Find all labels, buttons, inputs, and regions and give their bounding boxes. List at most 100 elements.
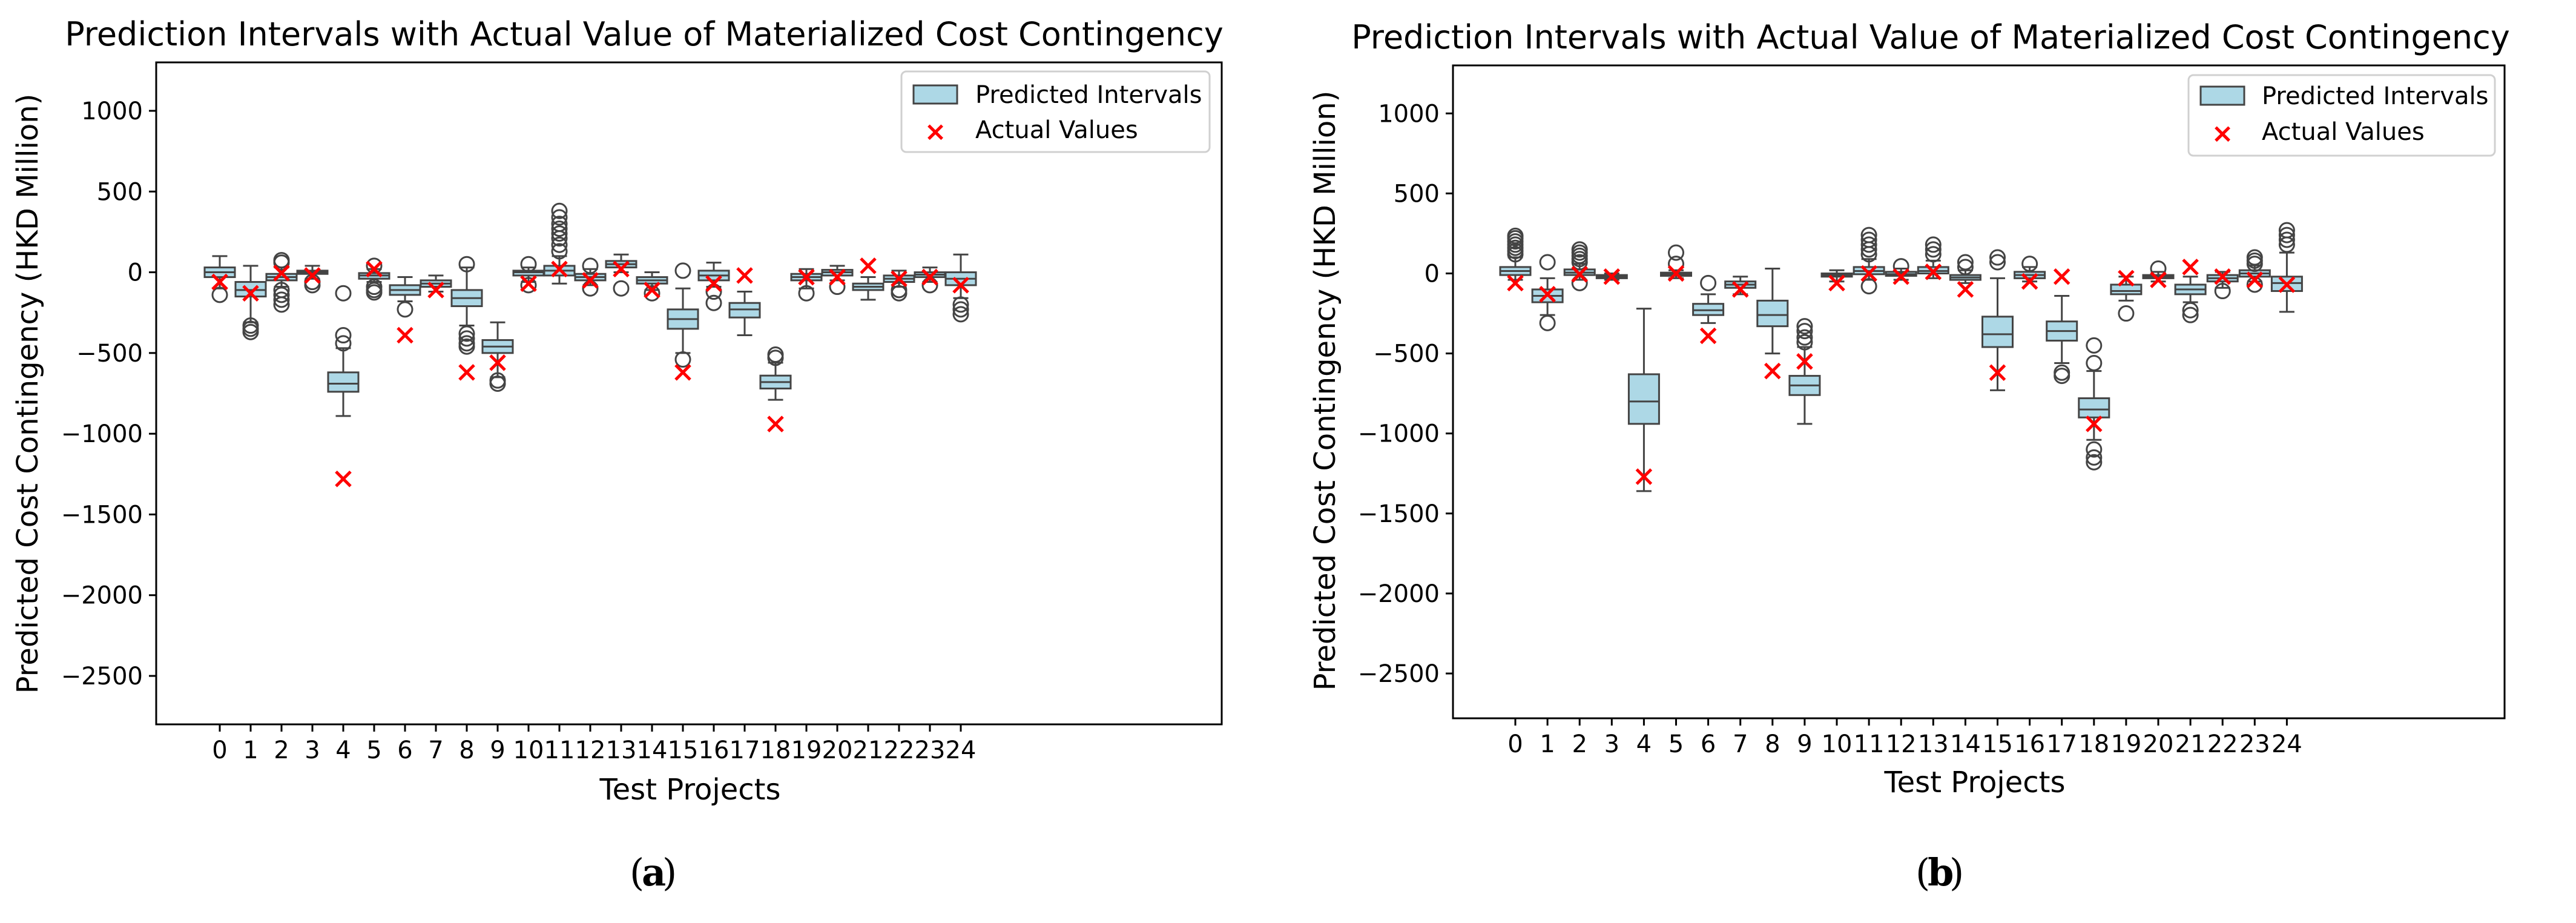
x-tick-label: 13 bbox=[1918, 730, 1949, 758]
actual-marker-project-19 bbox=[2118, 270, 2135, 287]
actual-marker-project-14 bbox=[1957, 281, 1974, 298]
y-tick-label: −500 bbox=[1373, 340, 1440, 368]
box-project-4 bbox=[1627, 308, 1660, 492]
outlier-point bbox=[335, 335, 352, 352]
outlier-point bbox=[551, 209, 568, 226]
box-project-23 bbox=[2238, 249, 2271, 293]
outlier-point bbox=[2086, 337, 2103, 354]
actual-marker-project-19 bbox=[798, 268, 815, 286]
caption-a: ( a ) bbox=[630, 850, 677, 895]
y-tick-label: −1500 bbox=[1358, 500, 1440, 528]
x-tick-label: 3 bbox=[1604, 730, 1619, 758]
outlier-point bbox=[551, 216, 568, 233]
x-axis-label-b: Test Projects bbox=[1883, 766, 2065, 799]
y-tick-label: −1500 bbox=[61, 501, 143, 529]
x-tick-label: 6 bbox=[397, 736, 412, 764]
iqr-box bbox=[1981, 316, 2014, 348]
x-tick-label: 12 bbox=[1886, 730, 1917, 758]
outlier-point bbox=[1539, 254, 1556, 271]
legend-a: Predicted Intervals × Actual Values bbox=[900, 70, 1211, 153]
actual-marker-project-4 bbox=[1635, 468, 1653, 485]
x-tick-label: 17 bbox=[730, 736, 760, 764]
x-tick-label: 17 bbox=[2046, 730, 2077, 758]
outlier-point bbox=[1796, 334, 1813, 351]
actual-marker-project-20 bbox=[2150, 271, 2167, 288]
x-axis-label-a: Test Projects bbox=[599, 773, 780, 807]
actual-marker-project-14 bbox=[644, 282, 660, 299]
x-tick-label: 14 bbox=[637, 736, 668, 764]
actual-marker-project-8 bbox=[1764, 362, 1781, 380]
plot-frame-a bbox=[155, 61, 1223, 726]
outlier-point bbox=[2214, 283, 2231, 300]
actual-marker-project-4 bbox=[335, 471, 352, 488]
outlier-point bbox=[952, 296, 969, 313]
outlier-point bbox=[366, 284, 383, 301]
actual-marker-project-12 bbox=[1892, 268, 1909, 285]
x-tick-label: 24 bbox=[946, 736, 977, 764]
chart-title-b: Prediction Intervals with Actual Value o… bbox=[1351, 18, 2510, 56]
outlier-point bbox=[489, 375, 506, 392]
panel-a: Prediction Intervals with Actual Value o… bbox=[11, 15, 1224, 895]
box-project-2 bbox=[265, 252, 298, 313]
actual-marker-project-13 bbox=[613, 260, 630, 277]
outlier-point bbox=[1571, 241, 1588, 258]
actual-marker-project-18 bbox=[2086, 415, 2103, 432]
box-project-10 bbox=[1820, 269, 1853, 283]
x-tick-label: 1 bbox=[1540, 730, 1555, 758]
x-tick-label: 3 bbox=[305, 736, 320, 764]
iqr-box bbox=[1756, 299, 1789, 328]
x-tick-label: 23 bbox=[915, 736, 946, 764]
box-project-21 bbox=[2174, 276, 2207, 323]
svg-text:(: ( bbox=[1916, 850, 1930, 895]
actual-marker-project-22 bbox=[891, 270, 908, 287]
outlier-point bbox=[1860, 227, 1877, 243]
actual-marker-project-23 bbox=[921, 268, 938, 286]
actual-marker-project-7 bbox=[1731, 281, 1749, 298]
y-tick-label: −2500 bbox=[61, 663, 143, 690]
x-tick-label: 5 bbox=[1668, 730, 1684, 758]
outlier-point bbox=[551, 236, 568, 253]
outlier-point bbox=[798, 285, 815, 302]
outlier-point bbox=[304, 277, 321, 294]
y-tick-label: −1000 bbox=[1358, 420, 1440, 448]
panel-b: Prediction Intervals with Actual Value o… bbox=[1308, 18, 2510, 895]
actual-marker-project-8 bbox=[458, 364, 475, 381]
outlier-point bbox=[520, 256, 537, 273]
actual-marker-project-15 bbox=[674, 364, 691, 381]
x-tick-label: 19 bbox=[2110, 730, 2141, 758]
outlier-point bbox=[2086, 454, 2103, 471]
box-project-0 bbox=[1499, 227, 1532, 281]
box-project-14 bbox=[1949, 254, 1981, 284]
actual-marker-project-9 bbox=[489, 354, 506, 371]
x-axis-a: 0 1 2 3 4 5 6 7 8 9 10 11 12 13 14 15 16 17 18 19 20 21 22 23 24 bbox=[212, 724, 976, 764]
outlier-point bbox=[458, 256, 475, 273]
box-project-17 bbox=[728, 291, 761, 337]
x-tick-label: 15 bbox=[668, 736, 699, 764]
outlier-point bbox=[2086, 449, 2103, 466]
y-tick-label: −500 bbox=[76, 340, 143, 368]
actual-marker-project-24 bbox=[952, 277, 969, 294]
x-tick-label: 11 bbox=[1854, 730, 1885, 758]
actual-marker-project-10 bbox=[1828, 274, 1845, 292]
box-project-4 bbox=[327, 285, 360, 417]
caption-letter-b: b bbox=[1928, 850, 1954, 895]
box-project-6 bbox=[1692, 274, 1725, 324]
box-project-21 bbox=[852, 276, 884, 301]
outlier-point bbox=[1796, 329, 1813, 346]
actual-markers-b bbox=[1507, 259, 2296, 485]
outlier-point bbox=[551, 220, 568, 237]
outlier-point bbox=[1796, 318, 1813, 335]
x-tick-label: 18 bbox=[2078, 730, 2109, 758]
outlier-point bbox=[829, 279, 846, 296]
actual-marker-project-21 bbox=[2182, 259, 2199, 276]
box-project-0 bbox=[203, 255, 236, 303]
y-tick-label: 500 bbox=[1394, 180, 1440, 208]
legend-frame-b bbox=[2187, 74, 2496, 157]
box-project-16 bbox=[697, 262, 730, 311]
box-project-9 bbox=[1788, 318, 1821, 425]
y-tick-label: 0 bbox=[128, 259, 143, 287]
box-project-7 bbox=[420, 274, 452, 293]
x-tick-label: 15 bbox=[1982, 730, 2013, 758]
outlier-point bbox=[1989, 249, 2006, 266]
